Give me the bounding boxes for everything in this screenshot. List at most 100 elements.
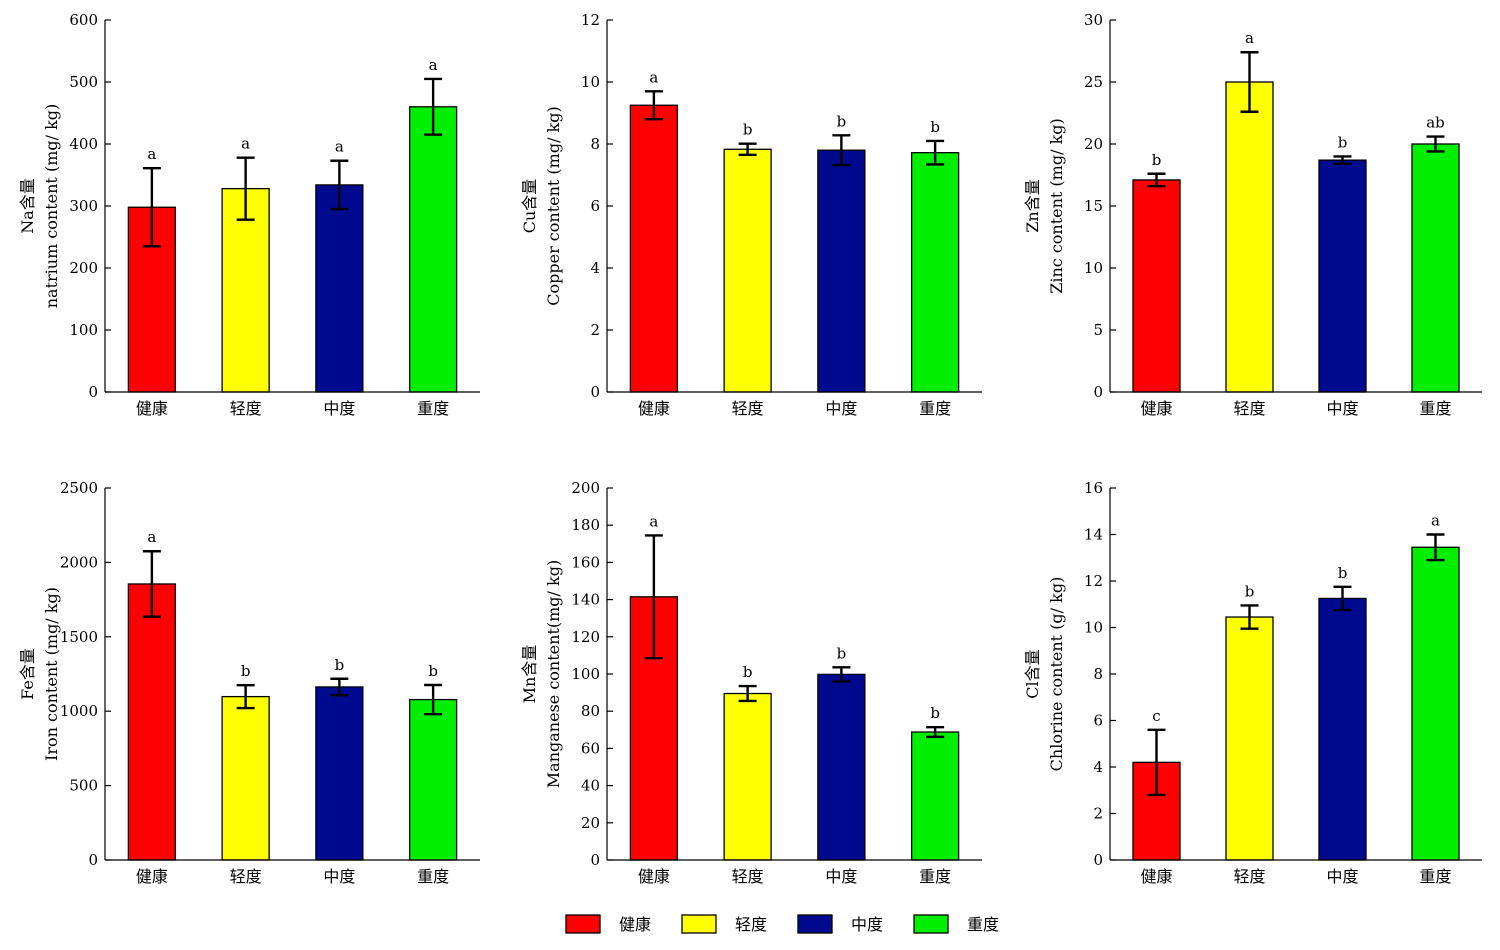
- significance-letter: b: [743, 663, 753, 681]
- x-tick-label: 轻度: [1233, 867, 1265, 886]
- y-tick-label: 100: [571, 665, 600, 683]
- bar: [127, 583, 177, 861]
- x-tick-label: 重度: [1419, 867, 1451, 886]
- y-axis-title-cn: Mn含量: [520, 645, 539, 704]
- significance-letter: b: [1338, 133, 1348, 151]
- y-tick-label: 10: [1084, 259, 1103, 277]
- x-tick-label: 轻度: [230, 399, 262, 418]
- y-tick-label: 2000: [60, 553, 98, 571]
- bar: [1318, 159, 1367, 393]
- y-tick-label: 40: [581, 777, 600, 795]
- x-tick-label: 轻度: [230, 867, 262, 886]
- y-tick-label: 8: [590, 135, 600, 153]
- x-tick-label: 健康: [136, 399, 168, 418]
- bar: [629, 104, 679, 393]
- x-tick-label: 健康: [1140, 867, 1172, 886]
- significance-letter: a: [649, 68, 658, 86]
- bar: [910, 731, 960, 861]
- y-tick-label: 6: [1093, 712, 1103, 730]
- y-tick-label: 500: [69, 73, 98, 91]
- y-tick-label: 0: [1093, 383, 1103, 401]
- legend-label: 中度: [851, 915, 883, 934]
- legend: 健康 轻度 中度 重度: [565, 914, 999, 934]
- bar: [408, 106, 458, 393]
- x-tick-label: 轻度: [1233, 399, 1265, 418]
- y-tick-label: 10: [581, 73, 600, 91]
- y-tick-label: 200: [571, 479, 600, 497]
- x-tick-label: 健康: [638, 399, 670, 418]
- y-axis-title-cn: Fe含量: [18, 648, 37, 700]
- y-axis-title-cn: Cl含量: [1023, 649, 1042, 698]
- y-tick-label: 30: [1084, 11, 1103, 29]
- x-tick-label: 中度: [825, 399, 857, 418]
- significance-letter: b: [335, 656, 345, 674]
- x-tick-label: 健康: [136, 867, 168, 886]
- y-axis-title-cn: Na含量: [18, 178, 37, 234]
- legend-swatch: [681, 914, 717, 934]
- legend-swatch: [797, 914, 833, 934]
- significance-letter: b: [930, 118, 940, 136]
- chart-panel: a 健康 a 轻度 a 中度 a 重度 0 100 200 300 400 500 600 Na含量 natri…: [18, 11, 480, 418]
- significance-letter: b: [428, 662, 438, 680]
- x-tick-label: 重度: [1419, 399, 1451, 418]
- y-tick-label: 600: [69, 11, 98, 29]
- y-tick-label: 0: [88, 383, 98, 401]
- bar: [1318, 597, 1367, 861]
- significance-letter: b: [1245, 582, 1255, 600]
- bar: [723, 148, 772, 393]
- x-tick-label: 中度: [323, 867, 355, 886]
- significance-letter: a: [147, 528, 156, 546]
- bar: [315, 184, 364, 393]
- y-axis-title-en: Iron content (mg/ kg): [42, 587, 61, 761]
- y-tick-label: 200: [69, 259, 98, 277]
- x-tick-label: 轻度: [732, 399, 764, 418]
- significance-letter: b: [930, 704, 940, 722]
- y-tick-label: 2: [590, 321, 600, 339]
- y-tick-label: 5: [1093, 321, 1103, 339]
- bar: [910, 152, 960, 393]
- y-tick-label: 6: [590, 197, 600, 215]
- significance-letter: a: [335, 138, 344, 156]
- significance-letter: a: [1245, 29, 1254, 47]
- y-tick-label: 0: [1093, 851, 1103, 869]
- y-tick-label: 20: [581, 814, 600, 832]
- chart-panel: a 健康 b 轻度 b 中度 b 重度 0 500 1000 1500 2000 2500 Fe含量 Iron…: [18, 479, 480, 886]
- x-tick-label: 中度: [323, 399, 355, 418]
- x-tick-label: 健康: [638, 867, 670, 886]
- y-tick-label: 1000: [60, 702, 98, 720]
- y-tick-label: 180: [571, 516, 600, 534]
- chart-panel: b 健康 a 轻度 b 中度 ab 重度 0 5 10 15 20 25 30 Zn含量 Zinc conten…: [1023, 11, 1482, 418]
- bar: [1411, 546, 1460, 861]
- legend-label: 重度: [967, 915, 999, 934]
- chart-panel: a 健康 b 轻度 b 中度 b 重度 0 20 40 60 80 100 120 140 160 180 200 M…: [520, 479, 982, 886]
- y-tick-label: 15: [1084, 197, 1103, 215]
- y-tick-label: 300: [69, 197, 98, 215]
- y-axis-title-en: Copper content (mg/ kg): [544, 106, 563, 306]
- significance-letter: a: [241, 135, 250, 153]
- y-tick-label: 12: [581, 11, 600, 29]
- bar: [1132, 179, 1181, 393]
- significance-letter: b: [837, 112, 847, 130]
- y-tick-label: 2: [1093, 805, 1103, 823]
- y-tick-label: 4: [1093, 758, 1103, 776]
- x-tick-label: 轻度: [732, 867, 764, 886]
- y-tick-label: 400: [69, 135, 98, 153]
- chart-panel: c 健康 b 轻度 b 中度 a 重度 0 2 4 6 8 10 12 14 16 Cl含量 Chlorine co…: [1023, 479, 1482, 886]
- x-tick-label: 重度: [417, 867, 449, 886]
- significance-letter: a: [649, 512, 658, 530]
- y-tick-label: 0: [590, 851, 600, 869]
- x-tick-label: 重度: [919, 867, 951, 886]
- chart-panel: a 健康 b 轻度 b 中度 b 重度 0 2 4 6 8 10 12 Cu含量 Copper content …: [520, 11, 982, 418]
- y-axis-title-en: Manganese content(mg/ kg): [544, 560, 563, 788]
- x-tick-label: 中度: [825, 867, 857, 886]
- y-tick-label: 500: [69, 777, 98, 795]
- bar: [1411, 143, 1460, 393]
- y-axis-title-en: natrium content (mg/ kg): [42, 104, 61, 309]
- y-tick-label: 140: [571, 591, 600, 609]
- y-axis-title-cn: Zn含量: [1023, 179, 1042, 232]
- bar: [315, 686, 364, 861]
- legend-label: 健康: [619, 915, 651, 934]
- y-tick-label: 10: [1084, 619, 1103, 637]
- y-tick-label: 80: [581, 702, 600, 720]
